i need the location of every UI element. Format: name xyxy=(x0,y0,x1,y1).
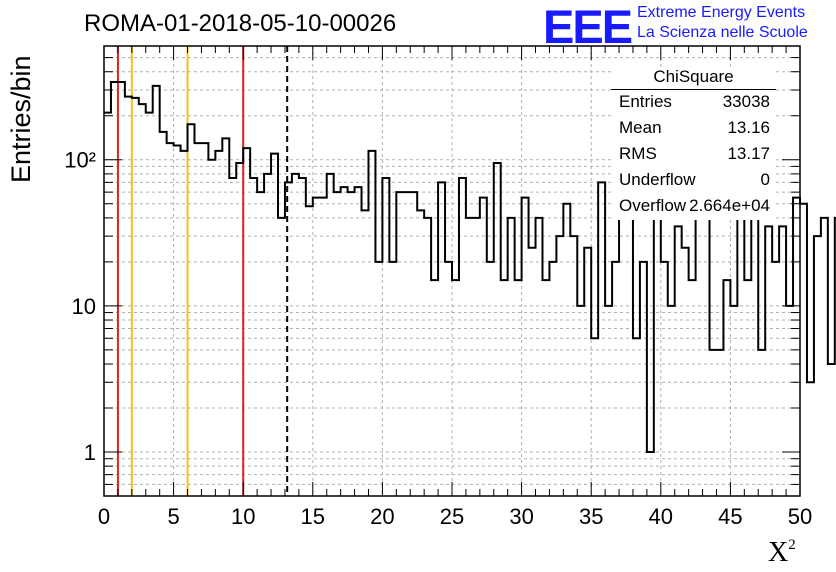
logo-line-2: La Scienza nelle Scuole xyxy=(637,24,808,41)
x-axis-label: X2 xyxy=(768,537,796,569)
stats-box: ChiSquare Entries 33038 Mean 13.16 RMS 13.17 U… xyxy=(611,67,776,220)
y-tick-label: 10 xyxy=(72,294,96,319)
stats-label: Underflow xyxy=(619,170,696,189)
y-tick-label: 10² xyxy=(64,148,96,173)
chart-title: ROMA-01-2018-05-10-00026 xyxy=(84,10,397,37)
x-tick-label: 0 xyxy=(98,504,110,529)
x-tick-label: 5 xyxy=(167,504,179,529)
stats-rows: Entries 33038 Mean 13.16 RMS 13.17 Underflow 0 O… xyxy=(611,90,776,220)
x-tick-label: 10 xyxy=(231,504,255,529)
stats-value: 33038 xyxy=(722,92,770,111)
plot-frame xyxy=(103,45,801,497)
x-tick-label: 50 xyxy=(788,504,812,529)
stats-row: Overflow 2.664e+04 xyxy=(611,194,776,220)
y-axis-label: Entries/bin xyxy=(6,55,36,183)
stats-value: 0 xyxy=(760,170,770,189)
x-axis-label-text: X xyxy=(768,537,789,568)
histogram-line xyxy=(104,81,836,454)
stats-label: Entries xyxy=(619,92,672,111)
x-tick-label: 30 xyxy=(509,504,533,529)
x-tick-label: 45 xyxy=(718,504,742,529)
x-tick-label: 25 xyxy=(440,504,464,529)
eee-logo-text: Extreme Energy Events La Scienza nelle S… xyxy=(637,3,808,43)
marker-lines xyxy=(116,46,289,496)
x-tick-label: 20 xyxy=(370,504,394,529)
stats-title: ChiSquare xyxy=(611,67,776,90)
stats-row: RMS 13.17 xyxy=(611,142,776,168)
stats-row: Underflow 0 xyxy=(611,168,776,194)
stats-value: 2.664e+04 xyxy=(689,196,770,215)
stats-value: 13.16 xyxy=(727,118,770,137)
stats-label: RMS xyxy=(619,144,657,163)
stats-row: Entries 33038 xyxy=(611,90,776,116)
x-tick-label: 40 xyxy=(649,504,673,529)
x-axis-label-sup: 2 xyxy=(788,536,796,553)
stats-label: Mean xyxy=(619,118,662,137)
x-tick-label: 15 xyxy=(301,504,325,529)
x-tick-label: 35 xyxy=(579,504,603,529)
stats-row: Mean 13.16 xyxy=(611,116,776,142)
logo-line-1: Extreme Energy Events xyxy=(637,4,806,21)
stats-label: Overflow xyxy=(619,196,687,215)
y-tick-label: 1 xyxy=(84,440,96,465)
stats-value: 13.17 xyxy=(727,144,770,163)
eee-logo-mark: EEE xyxy=(543,0,633,53)
